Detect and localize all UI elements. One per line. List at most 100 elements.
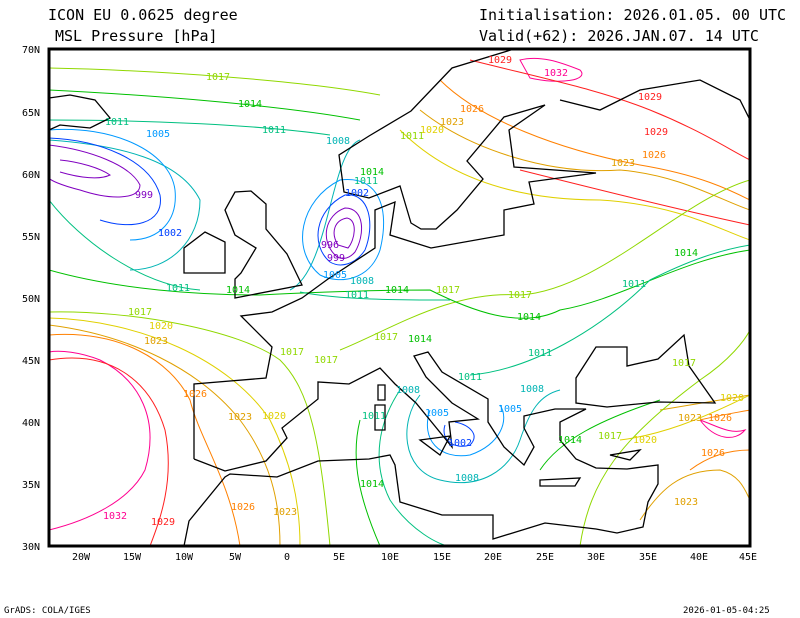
isobar-label: 1023: [440, 117, 464, 128]
isobar-label: 1011: [354, 176, 378, 187]
isobar-label: 1014: [558, 435, 582, 446]
coastline-mediterranean: [183, 351, 659, 546]
isobar-label: 1017: [314, 355, 338, 366]
grads-credit: GrADS: COLA/IGES: [4, 606, 91, 616]
isobar-label: 1008: [326, 136, 350, 147]
isobar-label: 1020: [149, 321, 173, 332]
isobar-label: 996: [321, 240, 339, 251]
render-timestamp: 2026-01-05-04:25: [683, 606, 770, 616]
init-time: Initialisation: 2026.01.05. 00 UTC: [479, 6, 787, 24]
lon-tick: 20W: [72, 552, 91, 563]
isobar-label: 1029: [151, 517, 175, 528]
lon-tick: 40E: [690, 552, 708, 563]
isobar-label: 1005: [425, 408, 449, 419]
isobar-label: 1017: [280, 347, 304, 358]
isobar-label: 1002: [158, 228, 182, 239]
coastlines: [49, 49, 750, 546]
isobar-label: 1014: [238, 99, 262, 110]
latitude-axis: 70N 65N 60N 55N 50N 45N 40N 35N 30N: [22, 45, 40, 553]
lon-tick: 35E: [639, 552, 657, 563]
isobar-label: 1023: [144, 336, 168, 347]
model-title: ICON EU 0.0625 degree: [48, 6, 238, 24]
lon-tick: 5E: [333, 552, 345, 563]
coastline-britain: [224, 190, 303, 299]
coastline-iceland: [49, 94, 112, 131]
lat-tick: 70N: [22, 45, 40, 56]
isobar-1005: [49, 128, 505, 457]
lat-tick: 55N: [22, 232, 40, 243]
isobar-label: 1014: [674, 248, 698, 259]
isobar-label: 1026: [183, 389, 207, 400]
isobar-label: 1005: [498, 404, 522, 415]
isobar-label: 1011: [622, 279, 646, 290]
isobar-label: 1017: [672, 358, 696, 369]
isobar-label: 1005: [323, 270, 347, 281]
isobar-996: [59, 159, 355, 249]
isobar-label: 1008: [350, 276, 374, 287]
isobar-label: 1032: [103, 511, 127, 522]
lat-tick: 45N: [22, 356, 40, 367]
lat-tick: 50N: [22, 294, 40, 305]
isobar-1032-north: [519, 57, 747, 438]
coastline-ireland: [183, 231, 226, 274]
lon-tick: 20E: [484, 552, 502, 563]
lon-tick: 5W: [229, 552, 242, 563]
isobar-label: 1011: [400, 131, 424, 142]
lon-tick: 10E: [381, 552, 399, 563]
isobar-1023: [49, 109, 750, 546]
isobar-1026: [49, 79, 750, 546]
isobar-1008: [49, 139, 561, 484]
lat-tick: 40N: [22, 418, 40, 429]
isobar-label: 1017: [598, 431, 622, 442]
isobar-label: 1014: [385, 285, 409, 296]
isobar-label: 1017: [436, 285, 460, 296]
isobar-label: 1026: [701, 448, 725, 459]
coastline-europe-north: [193, 49, 750, 459]
isobar-999: [49, 144, 363, 259]
isobar-label: 1023: [228, 412, 252, 423]
lat-tick: 35N: [22, 480, 40, 491]
isobar-label: 1026: [642, 150, 666, 161]
isobar-label: 1011: [458, 372, 482, 383]
isobar-label: 1011: [262, 125, 286, 136]
lon-tick: 0: [284, 552, 290, 563]
isobar-label: 1029: [638, 92, 662, 103]
isobar-label: 1026: [231, 502, 255, 513]
isobar-1011: [49, 119, 750, 546]
isobar-label: 1017: [508, 290, 532, 301]
isobar-1014: [49, 89, 750, 546]
isobar-label: 1014: [226, 285, 250, 296]
longitude-axis: 20W 15W 10W 5W 0 5E 10E 15E 20E 25E 30E …: [72, 552, 757, 563]
isobar-label: 1014: [408, 334, 432, 345]
isobar-label: 1020: [633, 435, 657, 446]
isobar-label: 999: [327, 253, 345, 264]
isobar-1029: [49, 59, 750, 546]
isobar-label: 1017: [206, 72, 230, 83]
isobar-label: 1026: [708, 413, 732, 424]
lat-tick: 65N: [22, 108, 40, 119]
isobar-label: 1008: [396, 385, 420, 396]
isobar-label: 1011: [362, 411, 386, 422]
isobar-label: 1029: [488, 55, 512, 66]
coastline-black-sea: [575, 333, 717, 408]
isobar-1002: [49, 137, 475, 447]
isobar-labels: 1029 1032 1029 1029 1026 1023 1020 1026 …: [103, 55, 744, 528]
isobar-label: 1011: [166, 283, 190, 294]
isobar-label: 1029: [644, 127, 668, 138]
variable-title: MSL Pressure [hPa]: [55, 27, 218, 45]
isobar-label: 1026: [460, 104, 484, 115]
isobar-label: 1002: [448, 438, 472, 449]
lon-tick: 10W: [175, 552, 194, 563]
lon-tick: 15E: [433, 552, 451, 563]
isobar-label: 1023: [674, 497, 698, 508]
isobar-label: 1002: [345, 188, 369, 199]
isobar-label: 1011: [345, 290, 369, 301]
isobar-label: 1020: [720, 393, 744, 404]
isobar-label: 1014: [360, 479, 384, 490]
lon-tick: 30E: [587, 552, 605, 563]
isobar-label: 1020: [262, 411, 286, 422]
isobar-label: 999: [135, 190, 153, 201]
isobar-label: 1011: [528, 348, 552, 359]
isobar-1032: [49, 350, 151, 531]
